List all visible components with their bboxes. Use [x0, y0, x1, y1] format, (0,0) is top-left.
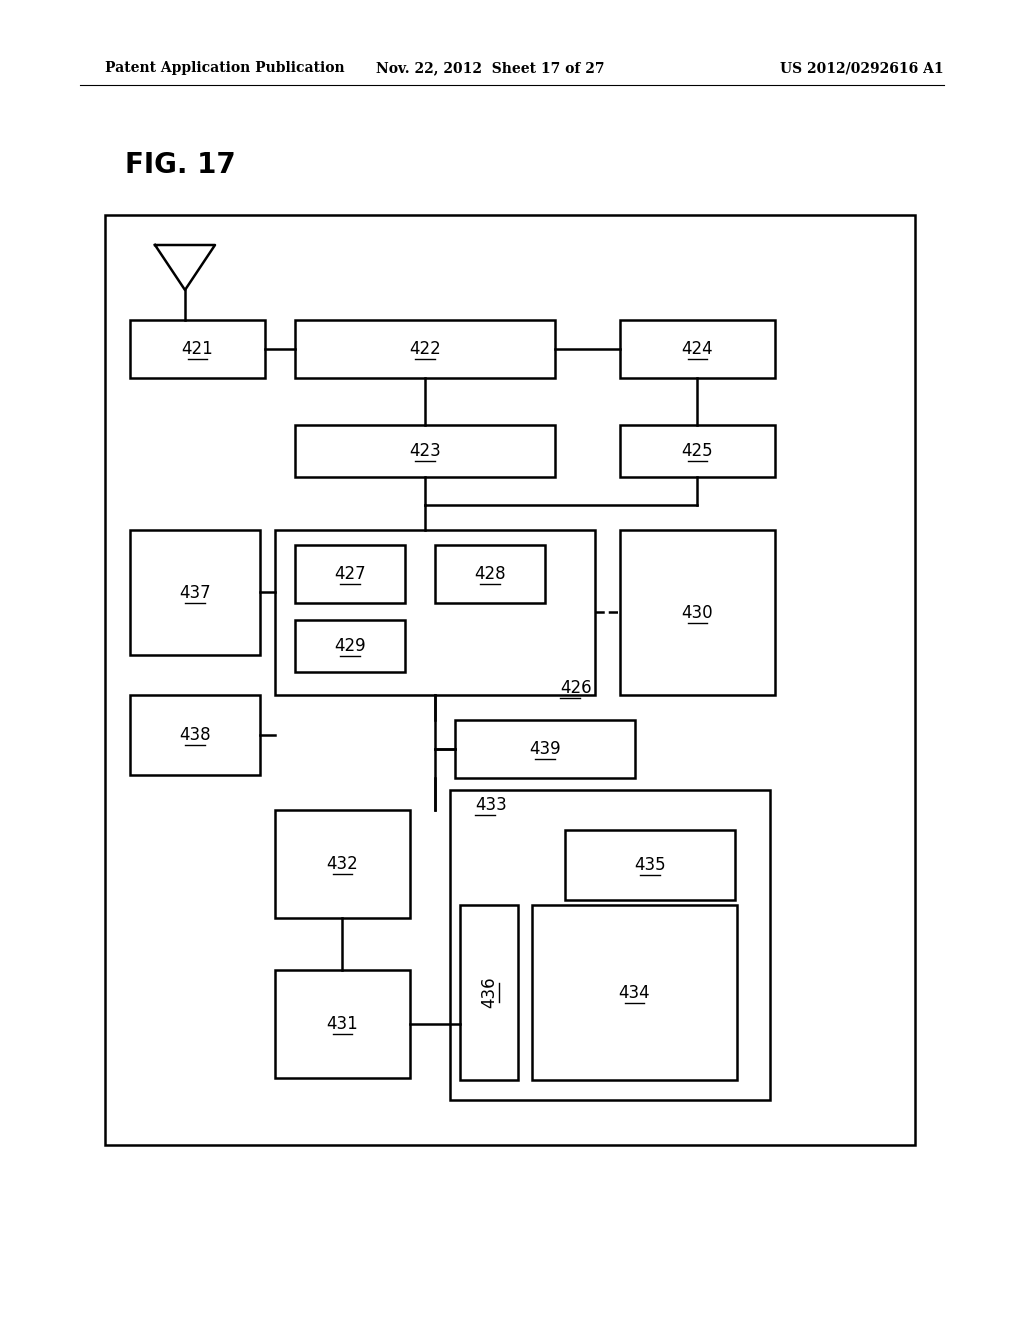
- Text: Nov. 22, 2012  Sheet 17 of 27: Nov. 22, 2012 Sheet 17 of 27: [376, 61, 604, 75]
- Text: 439: 439: [529, 741, 561, 758]
- Bar: [105, 215, 915, 1144]
- Text: 428: 428: [474, 565, 506, 583]
- Bar: [130, 319, 265, 378]
- Bar: [275, 810, 410, 917]
- Text: 438: 438: [179, 726, 211, 744]
- Bar: [532, 906, 737, 1080]
- Bar: [565, 830, 735, 900]
- Text: 427: 427: [334, 565, 366, 583]
- Text: 422: 422: [410, 341, 441, 358]
- Text: Patent Application Publication: Patent Application Publication: [105, 61, 345, 75]
- Text: 431: 431: [327, 1015, 358, 1034]
- Bar: [620, 319, 775, 378]
- Bar: [455, 719, 635, 777]
- Bar: [295, 620, 406, 672]
- Text: 433: 433: [475, 796, 507, 814]
- Text: 425: 425: [682, 442, 714, 459]
- Bar: [435, 545, 545, 603]
- Bar: [295, 425, 555, 477]
- Text: 437: 437: [179, 583, 211, 602]
- Bar: [130, 696, 260, 775]
- Text: 430: 430: [682, 603, 714, 622]
- Bar: [460, 906, 518, 1080]
- Bar: [275, 531, 595, 696]
- Text: 435: 435: [634, 855, 666, 874]
- Text: 424: 424: [682, 341, 714, 358]
- Bar: [450, 789, 770, 1100]
- Text: US 2012/0292616 A1: US 2012/0292616 A1: [780, 61, 944, 75]
- Bar: [295, 319, 555, 378]
- Bar: [295, 545, 406, 603]
- Text: 423: 423: [410, 442, 441, 459]
- Text: FIG. 17: FIG. 17: [125, 150, 236, 180]
- Text: 421: 421: [181, 341, 213, 358]
- Text: 436: 436: [480, 977, 498, 1008]
- Text: 434: 434: [618, 983, 650, 1002]
- Text: 432: 432: [327, 855, 358, 873]
- Text: 426: 426: [560, 678, 592, 697]
- Bar: [620, 531, 775, 696]
- Bar: [130, 531, 260, 655]
- Bar: [275, 970, 410, 1078]
- Text: 429: 429: [334, 638, 366, 655]
- Bar: [620, 425, 775, 477]
